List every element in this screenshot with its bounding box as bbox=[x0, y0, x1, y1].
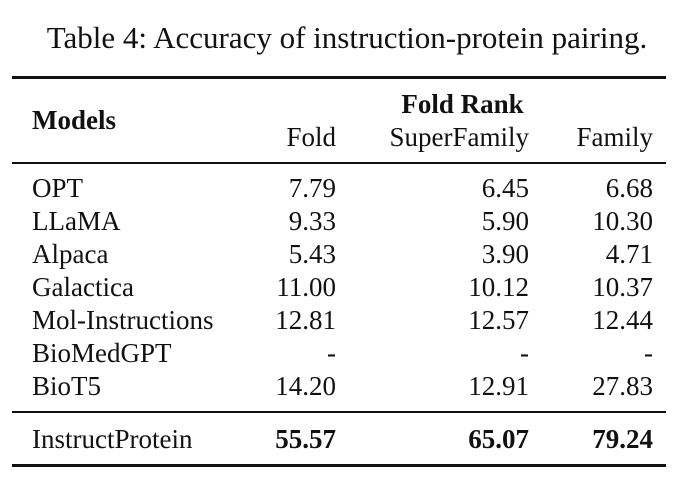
row-model: BioMedGPT bbox=[32, 338, 172, 368]
row-superfamily-value: - bbox=[520, 338, 529, 368]
row-family-value: 4.71 bbox=[605, 239, 653, 269]
fold-rank-header: Fold Rank bbox=[401, 89, 524, 119]
row-model: Galactica bbox=[32, 272, 134, 302]
row-superfamily-value: 3.90 bbox=[481, 239, 529, 269]
final-rule bbox=[12, 411, 666, 413]
row-fold-value: 5.43 bbox=[288, 239, 336, 269]
row-superfamily-value: 5.90 bbox=[481, 206, 529, 236]
column-header-fold: Fold bbox=[286, 122, 336, 152]
column-header-family: Family bbox=[576, 122, 653, 152]
bottom-rule bbox=[12, 464, 666, 467]
column-header-superfamily: SuperFamily bbox=[389, 122, 530, 152]
row-fold-value: 11.00 bbox=[276, 272, 336, 302]
row-model: BioT5 bbox=[32, 371, 102, 401]
row-model: Mol-Instructions bbox=[32, 305, 214, 335]
models-header: Models bbox=[32, 105, 116, 135]
row-family-value: 10.37 bbox=[592, 272, 653, 302]
row-family-value: 6.68 bbox=[605, 173, 653, 203]
row-family-value: 27.83 bbox=[592, 371, 653, 401]
row-superfamily-value: 12.91 bbox=[468, 371, 529, 401]
final-row-fold-value: 55.57 bbox=[275, 424, 336, 454]
table-caption: Table 4: Accuracy of instruction-protein… bbox=[46, 20, 648, 55]
final-row-model: InstructProtein bbox=[32, 424, 193, 454]
row-family-value: 12.44 bbox=[592, 305, 653, 335]
row-model: OPT bbox=[32, 173, 84, 203]
row-fold-value: 14.20 bbox=[275, 371, 336, 401]
row-superfamily-value: 12.57 bbox=[468, 305, 529, 335]
final-row-superfamily-value: 65.07 bbox=[468, 424, 529, 454]
header-rule bbox=[12, 162, 666, 164]
row-superfamily-value: 10.12 bbox=[468, 272, 529, 302]
row-model: Alpaca bbox=[32, 239, 109, 269]
row-fold-value: 9.33 bbox=[288, 206, 336, 236]
final-row-family-value: 79.24 bbox=[592, 424, 653, 454]
top-rule bbox=[12, 76, 666, 79]
row-superfamily-value: 6.45 bbox=[481, 173, 529, 203]
row-fold-value: 7.79 bbox=[288, 173, 336, 203]
row-model: LLaMA bbox=[32, 206, 121, 236]
row-family-value: 10.30 bbox=[592, 206, 653, 236]
row-fold-value: 12.81 bbox=[275, 305, 336, 335]
row-family-value: - bbox=[644, 338, 653, 368]
row-fold-value: - bbox=[327, 338, 336, 368]
